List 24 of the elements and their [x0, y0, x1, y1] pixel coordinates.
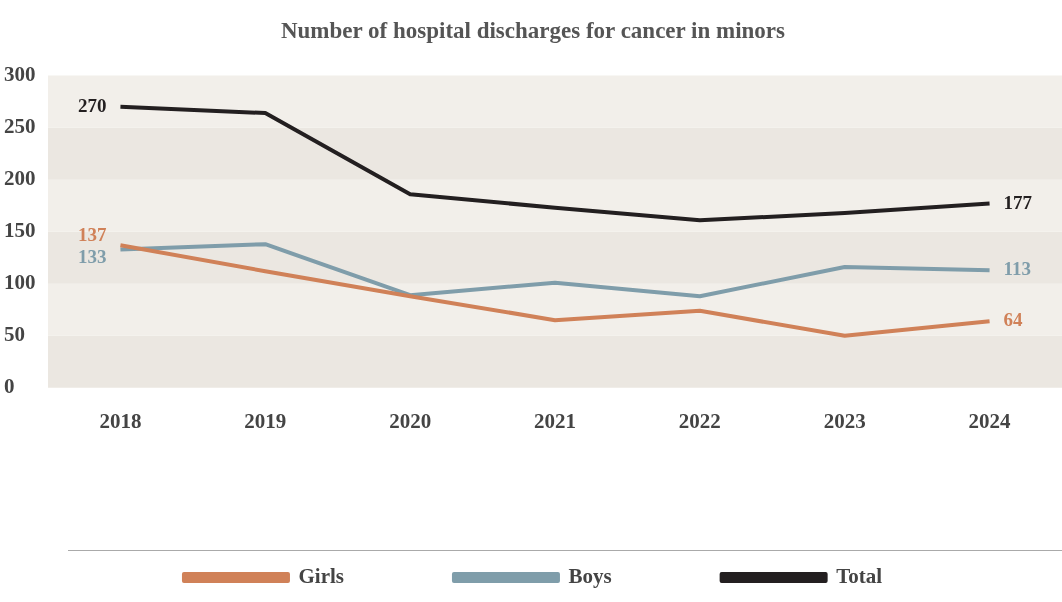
data-label: 177 [1003, 191, 1033, 213]
data-label: 133 [77, 246, 107, 268]
y-tick-label: 100 [4, 270, 36, 295]
y-tick-label: 300 [4, 62, 36, 87]
x-tick-label: 2021 [534, 408, 576, 433]
y-tick-label: 200 [4, 166, 36, 191]
data-label: 270 [77, 94, 107, 116]
data-label: 137 [77, 224, 107, 246]
legend-label: Girls [298, 563, 344, 588]
legend-label: Total [836, 563, 883, 588]
x-tick-label: 2023 [823, 408, 866, 433]
x-tick-label: 2018 [99, 408, 142, 433]
y-tick-label: 250 [4, 114, 36, 139]
y-tick-label: 0 [4, 374, 15, 399]
x-tick-label: 2022 [678, 408, 721, 433]
x-tick-label: 2019 [244, 408, 287, 433]
data-label: 113 [1003, 258, 1032, 280]
y-tick-label: 150 [4, 218, 36, 243]
data-label: 64 [1003, 309, 1024, 331]
chart-title: Number of hospital discharges for cancer in minors [280, 17, 786, 43]
legend-label: Boys [568, 563, 612, 588]
y-tick-label: 50 [4, 322, 25, 347]
x-tick-label: 2020 [389, 408, 432, 433]
x-tick-label: 2024 [968, 408, 1012, 433]
